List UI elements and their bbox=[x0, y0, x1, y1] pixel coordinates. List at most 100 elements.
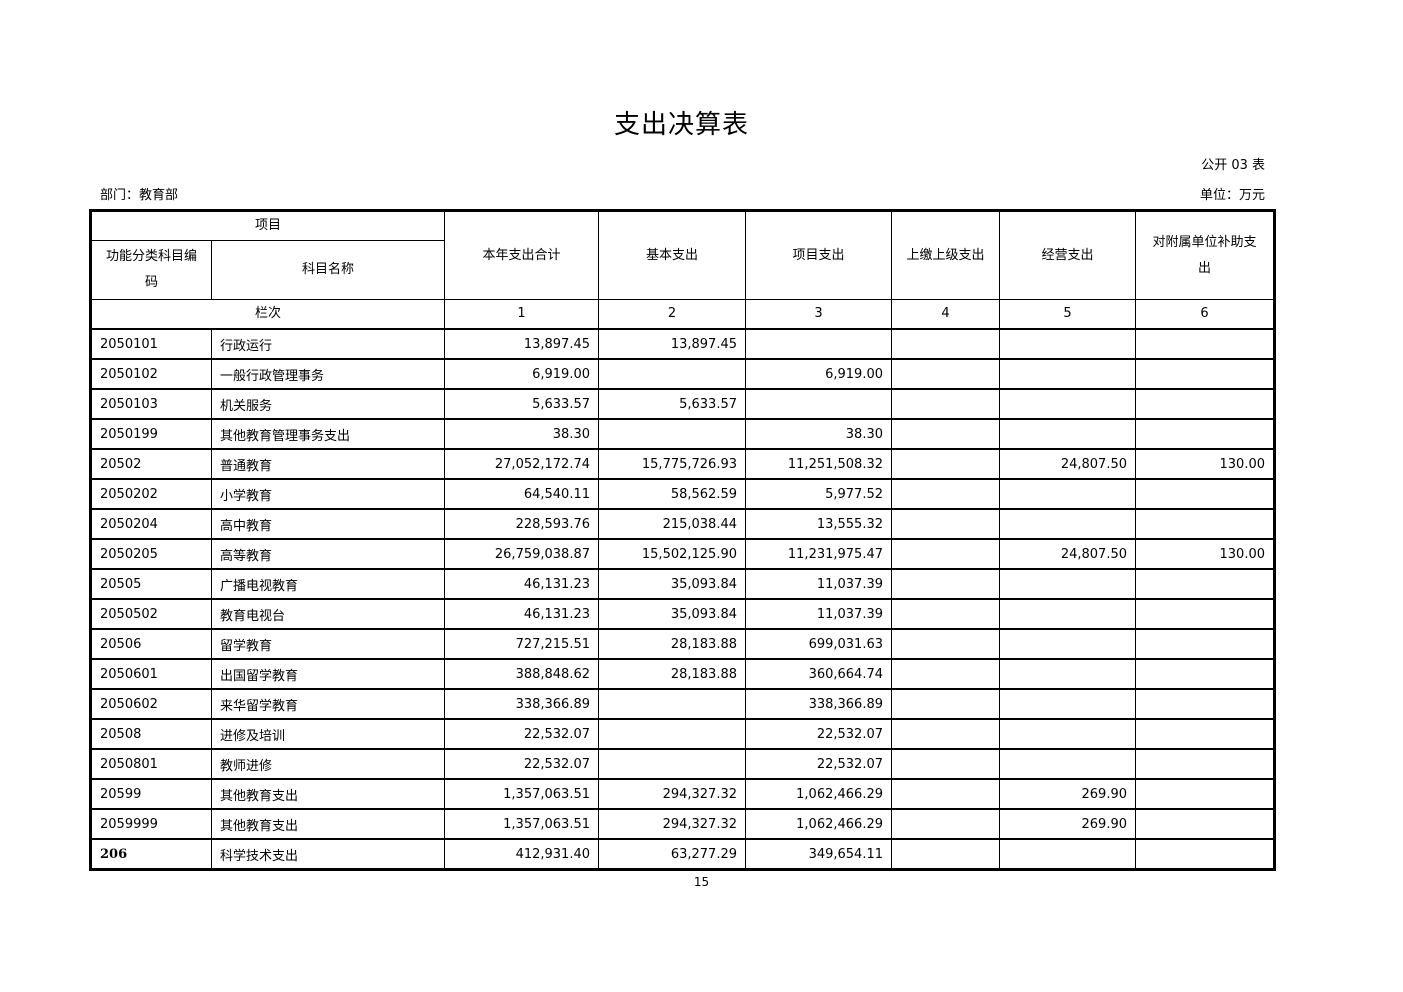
cell-upper bbox=[891, 388, 1000, 420]
cell-code: 2050502 bbox=[90, 598, 212, 630]
cell-business bbox=[999, 328, 1136, 360]
header-basic: 基本支出 bbox=[598, 210, 746, 300]
cell-total: 727,215.51 bbox=[444, 628, 599, 660]
cell-subsidy bbox=[1135, 628, 1275, 660]
cell-name: 教育电视台 bbox=[211, 598, 445, 630]
cell-total: 22,532.07 bbox=[444, 748, 599, 780]
cell-project: 22,532.07 bbox=[745, 748, 892, 780]
header-code: 功能分类科目编码 bbox=[90, 240, 212, 300]
cell-name: 行政运行 bbox=[211, 328, 445, 360]
cell-upper bbox=[891, 568, 1000, 600]
cell-basic: 58,562.59 bbox=[598, 478, 746, 510]
header-name: 科目名称 bbox=[211, 240, 445, 300]
column-number: 1 bbox=[444, 299, 599, 330]
cell-basic: 28,183.88 bbox=[598, 658, 746, 690]
cell-upper bbox=[891, 718, 1000, 750]
cell-project: 6,919.00 bbox=[745, 358, 892, 390]
cell-basic: 63,277.29 bbox=[598, 838, 746, 870]
cell-business bbox=[999, 358, 1136, 390]
cell-subsidy bbox=[1135, 838, 1275, 870]
table-row: 2050202 小学教育 64,540.11 58,562.59 5,977.52 bbox=[90, 478, 1275, 510]
table-row: 20599 其他教育支出 1,357,063.51 294,327.32 1,062,4… bbox=[90, 778, 1275, 810]
cell-basic bbox=[598, 358, 746, 390]
cell-total: 13,897.45 bbox=[444, 328, 599, 360]
cell-basic: 28,183.88 bbox=[598, 628, 746, 660]
cell-subsidy bbox=[1135, 508, 1275, 540]
cell-project: 22,532.07 bbox=[745, 718, 892, 750]
cell-code: 20505 bbox=[90, 568, 212, 600]
cell-basic bbox=[598, 748, 746, 780]
cell-business bbox=[999, 718, 1136, 750]
header-business: 经营支出 bbox=[999, 210, 1136, 300]
cell-subsidy bbox=[1135, 688, 1275, 720]
table-row: 206 科学技术支出 412,931.40 63,277.29 349,654.11 bbox=[90, 838, 1275, 870]
cell-project: 360,664.74 bbox=[745, 658, 892, 690]
cell-business bbox=[999, 598, 1136, 630]
cell-project: 11,251,508.32 bbox=[745, 448, 892, 480]
cell-basic bbox=[598, 418, 746, 450]
header-upper: 上缴上级支出 bbox=[891, 210, 1000, 300]
cell-name: 留学教育 bbox=[211, 628, 445, 660]
cell-total: 1,357,063.51 bbox=[444, 778, 599, 810]
column-number: 2 bbox=[598, 299, 746, 330]
cell-code: 2050102 bbox=[90, 358, 212, 390]
cell-project: 1,062,466.29 bbox=[745, 808, 892, 840]
header-item: 项目 bbox=[90, 210, 445, 241]
table-row: 20502 普通教育 27,052,172.74 15,775,726.93 11,25… bbox=[90, 448, 1275, 480]
cell-total: 6,919.00 bbox=[444, 358, 599, 390]
cell-project: 38.30 bbox=[745, 418, 892, 450]
cell-upper bbox=[891, 328, 1000, 360]
cell-upper bbox=[891, 808, 1000, 840]
cell-upper bbox=[891, 748, 1000, 780]
cell-code: 2050204 bbox=[90, 508, 212, 540]
table-row: 2059999 其他教育支出 1,357,063.51 294,327.32 1,062… bbox=[90, 808, 1275, 840]
column-number: 3 bbox=[745, 299, 892, 330]
cell-name: 科学技术支出 bbox=[211, 838, 445, 870]
cell-business: 269.90 bbox=[999, 778, 1136, 810]
cell-upper bbox=[891, 838, 1000, 870]
table-row: 20506 留学教育 727,215.51 28,183.88 699,031.63 bbox=[90, 628, 1275, 660]
cell-code: 20508 bbox=[90, 718, 212, 750]
cell-subsidy bbox=[1135, 568, 1275, 600]
cell-project: 349,654.11 bbox=[745, 838, 892, 870]
cell-upper bbox=[891, 478, 1000, 510]
cell-code: 2050202 bbox=[90, 478, 212, 510]
page-title: 支出决算表 bbox=[613, 110, 749, 140]
cell-total: 388,848.62 bbox=[444, 658, 599, 690]
cell-code: 20599 bbox=[90, 778, 212, 810]
cell-code: 2050101 bbox=[90, 328, 212, 360]
table-row: 2050502 教育电视台 46,131.23 35,093.84 11,037.39 bbox=[90, 598, 1275, 630]
cell-basic bbox=[598, 688, 746, 720]
cell-basic: 5,633.57 bbox=[598, 388, 746, 420]
cell-business bbox=[999, 388, 1136, 420]
cell-business bbox=[999, 688, 1136, 720]
cell-project: 11,231,975.47 bbox=[745, 538, 892, 570]
cell-code: 2050801 bbox=[90, 748, 212, 780]
cell-business bbox=[999, 508, 1136, 540]
cell-name: 高等教育 bbox=[211, 538, 445, 570]
cell-subsidy: 130.00 bbox=[1135, 538, 1275, 570]
cell-name: 一般行政管理事务 bbox=[211, 358, 445, 390]
cell-subsidy bbox=[1135, 718, 1275, 750]
cell-basic: 294,327.32 bbox=[598, 808, 746, 840]
cell-upper bbox=[891, 508, 1000, 540]
cell-name: 进修及培训 bbox=[211, 718, 445, 750]
cell-upper bbox=[891, 358, 1000, 390]
column-number: 5 bbox=[999, 299, 1136, 330]
header-project: 项目支出 bbox=[745, 210, 892, 300]
cell-upper bbox=[891, 688, 1000, 720]
cell-total: 64,540.11 bbox=[444, 478, 599, 510]
cell-basic bbox=[598, 718, 746, 750]
cell-name: 其他教育支出 bbox=[211, 808, 445, 840]
cell-code: 20506 bbox=[90, 628, 212, 660]
cell-name: 来华留学教育 bbox=[211, 688, 445, 720]
cell-total: 38.30 bbox=[444, 418, 599, 450]
cell-upper bbox=[891, 538, 1000, 570]
cell-basic: 294,327.32 bbox=[598, 778, 746, 810]
cell-total: 338,366.89 bbox=[444, 688, 599, 720]
cell-subsidy bbox=[1135, 418, 1275, 450]
cell-code: 206 bbox=[90, 838, 212, 870]
cell-subsidy bbox=[1135, 658, 1275, 690]
cell-business bbox=[999, 628, 1136, 660]
cell-name: 其他教育管理事务支出 bbox=[211, 418, 445, 450]
